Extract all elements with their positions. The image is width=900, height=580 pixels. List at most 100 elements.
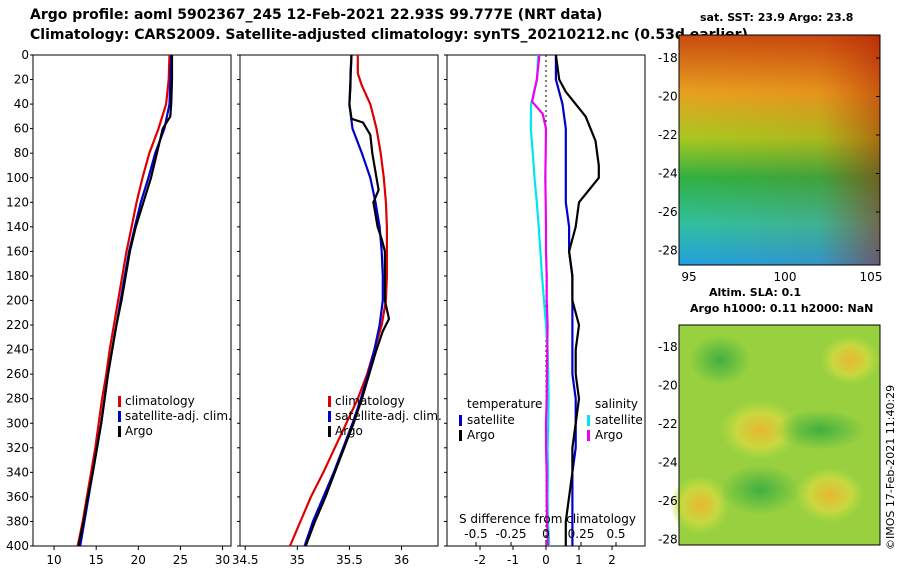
sst-map-frame: [678, 34, 881, 266]
x-tick-label: 36: [394, 553, 409, 567]
map-y-tick-label: -18: [658, 340, 678, 354]
map-y-tick-label: -28: [658, 533, 678, 547]
y-tick-label: 260: [6, 367, 29, 381]
x-tick-label: -2: [474, 553, 486, 567]
legend-label: Argo: [335, 424, 363, 438]
legend-swatch: [459, 415, 462, 426]
y-tick-label: 60: [14, 122, 29, 136]
x-tick-label: 25: [173, 553, 188, 567]
y-tick-label: 360: [6, 490, 29, 504]
sla-map-blob: [820, 335, 880, 385]
map-y-tick-label: -24: [658, 167, 678, 181]
map-y-tick-label: -26: [658, 205, 678, 219]
s-difference-tick-label: -0.5: [464, 527, 487, 541]
series-line-temperature-argo: [554, 54, 600, 546]
map-y-tick-label: -24: [658, 456, 678, 470]
x-tick-label: 15: [89, 553, 104, 567]
y-tick-label: 400: [6, 539, 29, 553]
y-tick-label: 100: [6, 171, 29, 185]
plot-frame: [32, 54, 232, 547]
series-line-climatology: [288, 55, 388, 547]
x-tick-label: 2: [608, 553, 616, 567]
x-tick-label: 1: [575, 553, 583, 567]
y-tick-label: 380: [6, 514, 29, 528]
y-tick-label: 140: [6, 220, 29, 234]
map-y-tick-label: -22: [658, 417, 678, 431]
legend-swatch: [587, 430, 590, 441]
legend-title-temperature: temperature: [467, 397, 542, 411]
legend-label: Argo: [125, 424, 153, 438]
map-y-tick-label: -20: [658, 90, 678, 104]
sla-map-frame: [678, 324, 881, 546]
legend-swatch: [459, 430, 462, 441]
map-y-tick-label: -18: [658, 51, 678, 65]
map-y-tick-label: -28: [658, 244, 678, 258]
x-tick-label: 20: [131, 553, 146, 567]
legend-swatch: [328, 426, 331, 437]
x-tick-label: 35.5: [336, 553, 363, 567]
legend-label: satellite-adj. clim.: [125, 409, 232, 423]
y-tick-label: 120: [6, 195, 29, 209]
legend-label: climatology: [335, 394, 405, 408]
legend-swatch: [587, 415, 590, 426]
s-difference-label: S difference from climatology: [459, 512, 636, 526]
sla-map-blob: [775, 410, 865, 450]
series-line-argo: [304, 54, 391, 547]
x-tick-label: 35: [290, 553, 305, 567]
sla-map-title-2: Argo h1000: 0.11 h2000: NaN: [690, 302, 874, 315]
legend-label: satellite-adj. clim.: [335, 409, 442, 423]
legend-label: Argo: [467, 428, 495, 442]
map-y-tick-label: -22: [658, 128, 678, 142]
x-tick-label: 34.5: [232, 553, 259, 567]
series-line-argo: [77, 55, 174, 547]
legend-label: climatology: [125, 394, 195, 408]
sla-map-blob: [720, 400, 800, 460]
s-difference-tick-label: 0.25: [568, 527, 595, 541]
sst-map-shade: [679, 35, 880, 265]
temperature-panel: 10 15 20 25 30020406080100120140160180200220…: [6, 48, 232, 567]
y-tick-label: 280: [6, 392, 29, 406]
y-tick-label: 80: [14, 146, 29, 160]
sst-map: [678, 34, 881, 266]
sla-map-axes: -18 -20 -22 -24 -26 -28: [658, 340, 678, 547]
map-x-tick-label: 95: [681, 270, 696, 284]
legend-label: satellite: [467, 413, 515, 427]
sst-map-title: sat. SST: 23.9 Argo: 23.8: [700, 11, 854, 24]
y-tick-label: 320: [6, 441, 29, 455]
y-tick-label: 20: [14, 73, 29, 87]
legend-swatch: [328, 411, 331, 422]
y-tick-label: 0: [21, 48, 29, 62]
s-difference-tick-label: 0: [542, 527, 550, 541]
y-tick-label: 340: [6, 465, 29, 479]
y-tick-label: 160: [6, 244, 29, 258]
plot-frame: [239, 54, 439, 547]
legend-swatch: [118, 411, 121, 422]
title-line-2: Climatology: CARS2009. Satellite-adjuste…: [30, 27, 748, 43]
map-x-tick-label: 105: [860, 270, 883, 284]
x-tick-label: 30: [215, 553, 230, 567]
y-tick-label: 240: [6, 343, 29, 357]
sla-map-title-1: Altim. SLA: 0.1: [709, 286, 802, 299]
y-tick-label: 40: [14, 97, 29, 111]
sla-map: [670, 324, 881, 546]
legend-swatch: [328, 396, 331, 407]
y-tick-label: 200: [6, 294, 29, 308]
map-y-tick-label: -20: [658, 379, 678, 393]
legend-swatch: [118, 426, 121, 437]
x-tick-label: 0: [542, 553, 550, 567]
map-x-tick-label: 100: [774, 270, 797, 284]
title-line-1: Argo profile: aoml 5902367_245 12-Feb-20…: [30, 7, 603, 23]
sla-map-blob: [720, 465, 800, 515]
imos-footer: ©IMOS 17-Feb-2021 11:40:29: [884, 384, 897, 550]
s-difference-tick-label: -0.25: [495, 527, 526, 541]
x-tick-label: -1: [507, 553, 519, 567]
x-tick-label: 10: [46, 553, 61, 567]
series-line-salinity-argo: [530, 54, 550, 547]
legend-title-salinity: salinity: [595, 397, 638, 411]
sla-map-blob: [690, 335, 750, 385]
y-tick-label: 300: [6, 416, 29, 430]
map-y-tick-label: -26: [658, 494, 678, 508]
